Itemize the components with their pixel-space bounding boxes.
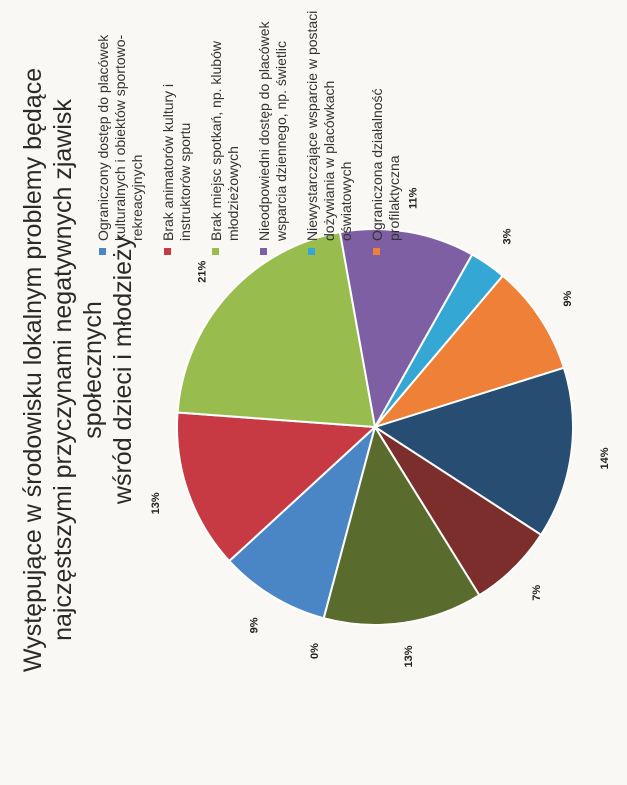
legend-item-0: Ograniczony dostęp do placówek kulturaln…	[95, 5, 146, 255]
legend-swatch-4	[308, 248, 315, 255]
legend-swatch-3	[260, 248, 267, 255]
legend-label-4: Niewystarczające wsparcie w postaci doży…	[304, 10, 354, 241]
pie-slice-1	[176, 411, 378, 563]
slice-data-label-2: 21%	[196, 261, 208, 283]
legend-swatch-5	[373, 248, 380, 255]
slice-data-label-6: 14%	[599, 447, 611, 469]
legend-item-1: Brak animatorów kultury i instruktorów s…	[160, 5, 194, 255]
slice-data-label-1: 13%	[150, 492, 162, 514]
legend-label-2: Brak miejsc spotkań, np. klubów młodzież…	[208, 41, 241, 241]
legend-item-4: Niewystarczające wsparcie w postaci doży…	[304, 5, 355, 255]
slice-data-label-7: 7%	[531, 585, 543, 601]
slice-data-label-8: 13%	[403, 645, 415, 667]
pie-slice-5	[372, 274, 566, 429]
legend-swatch-2	[212, 248, 219, 255]
pie-slice-2	[176, 230, 377, 429]
legend-label-0: Ograniczony dostęp do placówek kulturaln…	[95, 34, 145, 241]
legend-swatch-0	[99, 248, 106, 255]
slice-data-label-0: 9%	[249, 617, 261, 633]
legend-item-3: Nieodpowiedni dostęp do placówek wsparci…	[256, 5, 290, 255]
legend-item-5: Ograniczona działalność profilaktyczna	[369, 5, 403, 255]
slice-data-label-3: 11%	[408, 187, 420, 209]
pie-slice-3	[338, 228, 474, 430]
slice-data-label-9: 0%	[309, 643, 321, 659]
legend-swatch-1	[164, 248, 171, 255]
legend-label-1: Brak animatorów kultury i instruktorów s…	[160, 83, 193, 241]
pie-slice-6	[372, 366, 574, 537]
legend-label-5: Ograniczona działalność profilaktyczna	[369, 88, 402, 241]
pie-slice-0	[227, 423, 377, 620]
slice-data-label-5: 9%	[562, 290, 574, 306]
chart-legend: Ograniczony dostęp do placówek kulturaln…	[95, 5, 417, 255]
slice-data-label-4: 3%	[501, 228, 513, 244]
legend-label-3: Nieodpowiedni dostęp do placówek wsparci…	[256, 21, 289, 241]
legend-item-2: Brak miejsc spotkań, np. klubów młodzież…	[208, 5, 242, 255]
pie-slice-8	[322, 424, 481, 626]
